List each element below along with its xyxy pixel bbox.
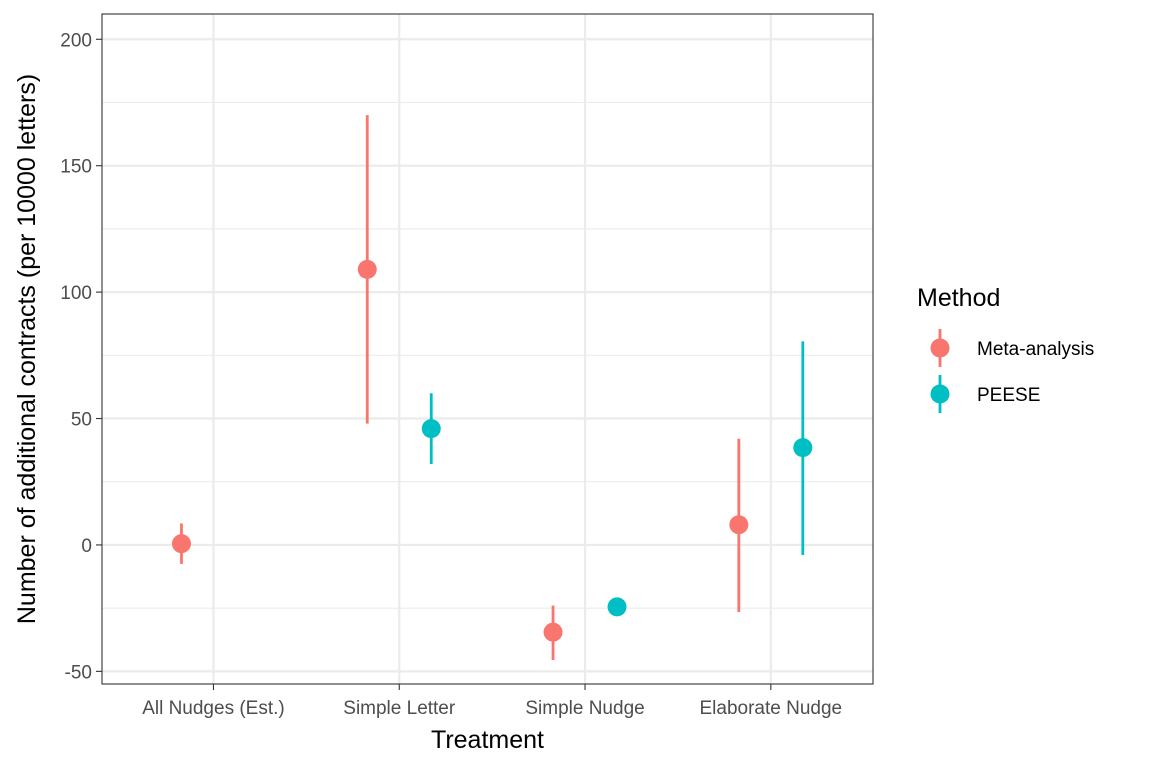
y-axis-title: Number of additional contracts (per 1000… [13,74,41,624]
y-tick-label: 100 [60,283,92,304]
legend-label: Meta-analysis [977,339,1094,360]
plot-panel [101,13,874,685]
y-axis: -50 0 50 100 150 200 [60,30,102,683]
legend: Method Meta-analysis PEESE [917,284,1094,413]
x-axis-title: Treatment [431,726,544,754]
major-gridlines [102,14,873,684]
minor-gridlines [102,101,873,609]
data-point [729,515,749,535]
legend-label: PEESE [977,385,1040,406]
x-tick-label: Elaborate Nudge [700,698,843,719]
x-tick-label: Simple Letter [343,698,456,719]
y-tick-label: 0 [81,536,92,557]
x-tick-label: All Nudges (Est.) [142,698,285,719]
y-tick-label: 50 [71,410,92,431]
data-point [421,419,441,439]
data-marks [171,115,813,660]
data-point [607,597,627,617]
x-axis: All Nudges (Est.) Simple Letter Simple Nud… [142,684,842,719]
legend-key-point [930,338,950,358]
legend-key-point [930,384,950,404]
y-tick-label: 200 [60,30,92,51]
data-point [171,534,191,554]
x-tick-label: Simple Nudge [525,698,644,719]
legend-title: Method [917,284,1000,312]
panel-border [101,13,874,685]
y-tick-label: 150 [60,157,92,178]
data-point [357,259,377,279]
data-point [543,622,563,642]
panel-background [102,14,873,684]
y-tick-label: -50 [65,662,92,683]
data-point [793,438,813,458]
